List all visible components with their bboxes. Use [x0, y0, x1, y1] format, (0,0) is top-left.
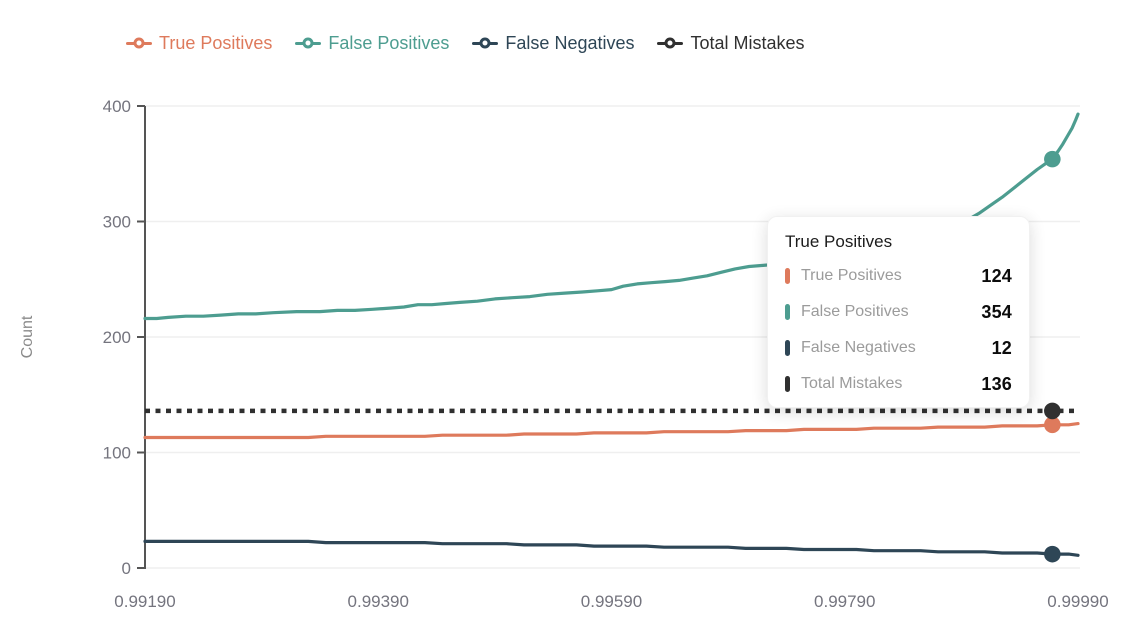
tooltip-row-false-positives: False Positives 354: [783, 294, 1012, 330]
x-tick-label: 0.99190: [114, 592, 175, 611]
series-color-pill-icon: [785, 340, 790, 356]
y-tick-label: 300: [103, 213, 131, 232]
tooltip-title: True Positives: [785, 232, 893, 251]
tooltip-row-true-positives: True Positives 124: [783, 258, 1012, 294]
hover-dot-false-positives[interactable]: [1044, 150, 1061, 168]
legend-item-total-mistakes[interactable]: Total Mistakes: [657, 33, 805, 53]
y-tick-label: 200: [103, 328, 131, 347]
tooltip-series-value: 124: [981, 265, 1012, 286]
legend-line-dot-icon: [295, 37, 322, 49]
y-tick-label: 400: [103, 97, 131, 116]
hover-dot-true-positives[interactable]: [1044, 416, 1061, 434]
hover-dot-false-negatives[interactable]: [1044, 545, 1061, 563]
x-tick-label: 0.99790: [814, 592, 875, 611]
series-line-false-positives[interactable]: [143, 112, 1080, 321]
tooltip-rows: True Positives 124 False Positives 354 False…: [783, 258, 1012, 402]
legend-label: False Negatives: [505, 33, 635, 53]
series-color-pill-icon: [785, 376, 790, 392]
hover-dot-total-mistakes[interactable]: [1044, 402, 1061, 420]
x-tick-label: 0.99990: [1047, 592, 1108, 611]
series-line-true-positives[interactable]: [143, 422, 1080, 440]
tooltip-series-value: 354: [981, 301, 1012, 322]
legend-label: False Positives: [328, 33, 450, 53]
legend-line-dot-icon: [657, 37, 684, 49]
legend-line-dot-icon: [472, 37, 499, 49]
tooltip-series-value: 12: [991, 337, 1012, 358]
legend-label: Total Mistakes: [690, 33, 805, 53]
tooltip-series-label: Total Mistakes: [801, 375, 903, 392]
tooltip-series-label: False Positives: [801, 303, 909, 320]
series-line-false-negatives[interactable]: [143, 539, 1080, 557]
series-color-pill-icon: [785, 268, 790, 284]
tooltip-series-label: False Negatives: [801, 339, 916, 356]
tooltip-row-total-mistakes: Total Mistakes 136: [783, 366, 1012, 402]
legend-item-false-positives[interactable]: False Positives: [295, 34, 449, 52]
tooltip-series-label: True Positives: [801, 267, 902, 284]
series-color-pill-icon: [785, 304, 790, 320]
tooltip-series-value: 136: [981, 373, 1012, 394]
legend-item-false-negatives[interactable]: False Negatives: [472, 34, 634, 52]
y-tick-label: 100: [103, 444, 131, 463]
y-tick-label: 0: [122, 559, 131, 578]
y-axis-title: Count: [19, 315, 36, 358]
x-tick-label: 0.99390: [348, 592, 409, 611]
tooltip-row-false-negatives: False Negatives 12: [783, 330, 1012, 366]
chart-legend: True Positives False Positives False Negat…: [126, 34, 805, 52]
chart-tooltip: True Positives True Positives 124 False Po…: [767, 216, 1030, 408]
legend-line-dot-icon: [126, 37, 152, 49]
x-tick-label: 0.99590: [581, 592, 642, 611]
legend-item-true-positives[interactable]: True Positives: [126, 34, 272, 52]
legend-label: True Positives: [159, 33, 273, 53]
